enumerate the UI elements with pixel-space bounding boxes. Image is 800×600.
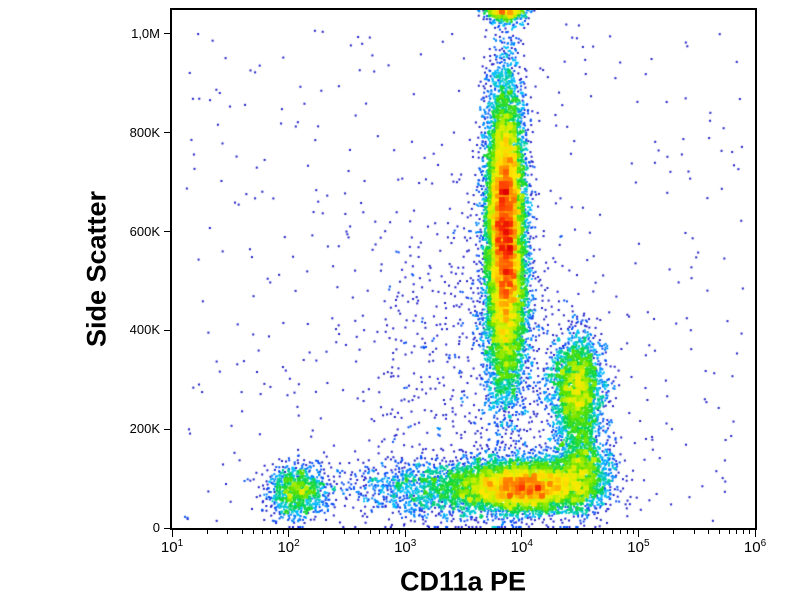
x-minor-tick-mark bbox=[693, 530, 695, 534]
x-minor-tick-mark bbox=[576, 530, 578, 534]
x-minor-tick-mark bbox=[486, 530, 488, 534]
x-minor-tick-mark bbox=[474, 530, 476, 534]
x-tick-label: 103 bbox=[394, 538, 417, 556]
x-minor-tick-mark bbox=[632, 530, 634, 534]
scatter-canvas bbox=[172, 10, 755, 528]
x-tick-label: 101 bbox=[160, 538, 184, 556]
x-minor-tick-mark bbox=[515, 530, 517, 534]
y-tick-mark bbox=[164, 33, 170, 35]
x-tick-label: 105 bbox=[627, 538, 650, 556]
x-minor-tick-mark bbox=[749, 530, 751, 534]
y-tick-mark bbox=[164, 132, 170, 134]
x-minor-tick-mark bbox=[439, 530, 441, 534]
y-tick-mark bbox=[164, 329, 170, 331]
x-minor-tick-mark bbox=[343, 530, 345, 534]
x-minor-tick-mark bbox=[252, 530, 254, 534]
x-minor-tick-mark bbox=[602, 530, 604, 534]
x-minor-tick-mark bbox=[619, 530, 621, 534]
x-tick-label: 104 bbox=[510, 538, 533, 556]
x-minor-tick-mark bbox=[358, 530, 360, 534]
x-minor-tick-mark bbox=[276, 530, 278, 534]
x-minor-tick-mark bbox=[460, 530, 462, 534]
y-tick-label: 1,0M bbox=[131, 25, 160, 41]
x-minor-tick-mark bbox=[503, 530, 505, 534]
y-tick-label: 0 bbox=[152, 520, 160, 535]
x-minor-tick-mark bbox=[386, 530, 388, 534]
y-tick-label: 800K bbox=[129, 124, 160, 140]
x-tick-mark bbox=[754, 530, 756, 537]
x-minor-tick-mark bbox=[556, 530, 558, 534]
y-tick-mark bbox=[164, 231, 170, 233]
x-minor-tick-mark bbox=[495, 530, 497, 534]
x-minor-tick-mark bbox=[708, 530, 710, 534]
x-minor-tick-mark bbox=[227, 530, 229, 534]
x-minor-tick-mark bbox=[241, 530, 243, 534]
x-minor-tick-mark bbox=[262, 530, 264, 534]
x-minor-tick-mark bbox=[591, 530, 593, 534]
x-tick-label: 106 bbox=[743, 538, 767, 556]
x-tick-mark bbox=[288, 530, 290, 537]
x-minor-tick-mark bbox=[323, 530, 325, 534]
x-tick-mark bbox=[404, 530, 406, 537]
x-minor-tick-mark bbox=[270, 530, 272, 534]
x-minor-tick-mark bbox=[626, 530, 628, 534]
y-tick-mark bbox=[164, 527, 170, 529]
y-tick-label: 600K bbox=[129, 223, 160, 239]
x-minor-tick-mark bbox=[378, 530, 380, 534]
x-minor-tick-mark bbox=[612, 530, 614, 534]
x-tick-mark bbox=[637, 530, 639, 537]
x-minor-tick-mark bbox=[728, 530, 730, 534]
y-tick-label: 200K bbox=[129, 421, 160, 437]
y-tick-mark bbox=[164, 428, 170, 430]
y-tick-label: 400K bbox=[129, 322, 160, 338]
x-minor-tick-mark bbox=[206, 530, 208, 534]
x-minor-tick-mark bbox=[393, 530, 395, 534]
x-minor-tick-mark bbox=[399, 530, 401, 534]
x-minor-tick-mark bbox=[736, 530, 738, 534]
x-minor-tick-mark bbox=[369, 530, 371, 534]
x-minor-tick-mark bbox=[673, 530, 674, 534]
x-minor-tick-mark bbox=[510, 530, 511, 534]
x-tick-mark bbox=[521, 530, 523, 537]
x-tick-mark bbox=[171, 530, 173, 537]
x-minor-tick-mark bbox=[719, 530, 721, 534]
x-minor-tick-mark bbox=[282, 530, 284, 534]
x-minor-tick-mark bbox=[743, 530, 745, 534]
x-axis-title: CD11a PE bbox=[399, 566, 527, 597]
plot-area bbox=[170, 8, 757, 530]
x-tick-label: 102 bbox=[277, 538, 300, 556]
